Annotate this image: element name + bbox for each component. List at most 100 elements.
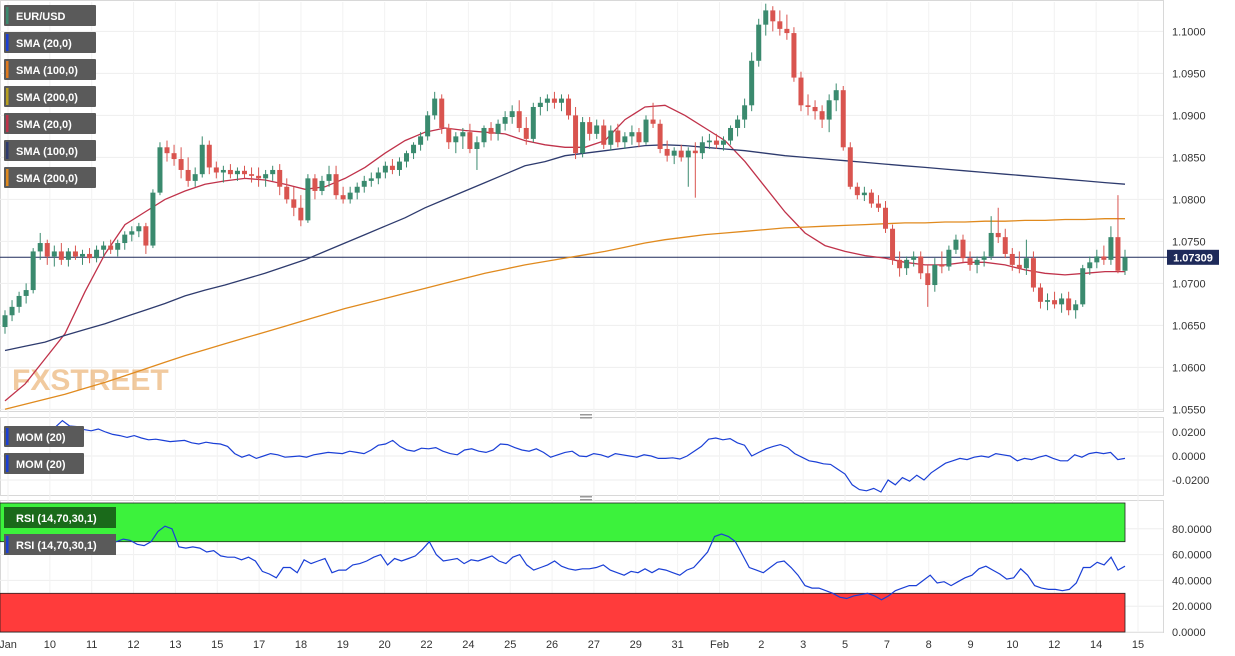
candle-up <box>481 127 487 143</box>
date-tick-label: 15 <box>1132 639 1144 651</box>
date-tick-label: 8 <box>926 639 932 651</box>
legend-main-box[interactable] <box>4 113 96 134</box>
legend-main-box[interactable] <box>4 86 96 107</box>
legend-main-color-swatch <box>6 7 9 24</box>
price-tick-label: 1.0750 <box>1172 236 1206 248</box>
date-tick-label: 18 <box>295 639 307 651</box>
candle-down <box>995 232 1001 238</box>
candle-down <box>805 105 811 107</box>
candle-up <box>30 251 36 291</box>
candle-up <box>9 306 15 316</box>
date-tick-label: 26 <box>546 639 558 651</box>
candle-down <box>164 147 170 154</box>
candle-up <box>537 102 543 107</box>
candle-up <box>305 178 311 221</box>
legend-main-box[interactable] <box>4 32 96 53</box>
legend-rsi-box[interactable] <box>4 534 116 555</box>
legend-rsi-label: RSI (14,70,30,1) <box>16 513 97 525</box>
candle-up <box>361 180 367 187</box>
candle-up <box>756 24 762 61</box>
candle-up <box>51 251 57 257</box>
date-tick-label: 14 <box>1090 639 1102 651</box>
candle-down <box>615 130 621 143</box>
candle-up <box>2 315 8 328</box>
candle-down <box>1016 264 1022 269</box>
candle-up <box>558 98 564 103</box>
legend-main-color-swatch <box>6 61 9 78</box>
candle-down <box>108 245 114 250</box>
legend-rsi-label: RSI (14,70,30,1) <box>16 540 97 552</box>
date-tick-label: 22 <box>420 639 432 651</box>
legend-main-box[interactable] <box>4 59 96 80</box>
candle-up <box>220 169 226 173</box>
legend-main-label: SMA (20,0) <box>16 119 72 131</box>
candle-down <box>256 175 262 179</box>
legend-main-box[interactable] <box>4 140 96 161</box>
candle-down <box>206 144 212 168</box>
legend-rsi-box[interactable] <box>4 507 116 528</box>
legend-main-color-swatch <box>6 115 9 132</box>
legend-mom-label: MOM (20) <box>16 432 66 444</box>
legend-mom-color-swatch <box>6 428 9 445</box>
sma-line <box>4 218 1125 410</box>
candle-up <box>1108 237 1114 260</box>
candle-down <box>847 147 853 187</box>
rsi-oversold-zone <box>0 592 1126 633</box>
candle-up <box>953 239 959 250</box>
legend-main-color-swatch <box>6 34 9 51</box>
legend-mom-box[interactable] <box>4 426 84 447</box>
momentum-line <box>4 419 1126 493</box>
candle-up <box>404 153 410 162</box>
candle-up <box>826 100 832 120</box>
candle-up <box>1122 257 1128 271</box>
candle-up <box>509 111 515 118</box>
date-tick-label: 25 <box>504 639 516 651</box>
candle-up <box>608 130 614 145</box>
candle-down <box>1002 237 1008 254</box>
candle-down <box>178 159 184 170</box>
pane-splitter <box>580 499 592 501</box>
candle-up <box>234 170 240 175</box>
candle-down <box>467 132 473 149</box>
candle-up <box>735 119 741 128</box>
candle-down <box>798 77 804 106</box>
rsi-overbought-zone <box>0 502 1126 543</box>
legend-main-label: EUR/USD <box>16 11 66 23</box>
candle-up <box>23 290 29 296</box>
candle-down <box>277 169 283 187</box>
legend-main-box[interactable] <box>4 167 96 188</box>
candle-down <box>713 140 719 145</box>
candle-up <box>460 132 466 137</box>
candle-down <box>1009 253 1015 265</box>
legend-main-label: SMA (100,0) <box>16 146 78 158</box>
current-price-tag <box>1167 249 1219 265</box>
candle-down <box>340 195 346 200</box>
candle-up <box>263 174 269 179</box>
date-tick-label: 3 <box>800 639 806 651</box>
legend-main-box[interactable] <box>4 5 96 26</box>
candle-up <box>150 192 156 246</box>
candle-up <box>622 136 628 143</box>
candle-down <box>312 178 318 191</box>
candle-up <box>720 140 726 145</box>
legend-mom-color-swatch <box>6 455 9 472</box>
date-tick-label: 11 <box>86 639 97 651</box>
legend-mom-box[interactable] <box>4 453 84 474</box>
candle-down <box>551 98 557 103</box>
candle-up <box>1059 298 1065 305</box>
candle-up <box>629 132 635 137</box>
candle-down <box>227 169 233 175</box>
candle-down <box>939 264 945 267</box>
candle-down <box>868 192 874 204</box>
price-tick-label: 1.0900 <box>1172 110 1206 122</box>
rsi-line <box>4 525 1126 601</box>
legend-mom-label: MOM (20) <box>16 459 66 471</box>
legend-main-label: SMA (20,0) <box>16 38 72 50</box>
date-tick-label: 15 <box>211 639 223 651</box>
legend-main-color-swatch <box>6 88 9 105</box>
candle-up <box>319 180 325 191</box>
sma-line <box>4 144 1126 352</box>
date-tick-label: 20 <box>379 639 391 651</box>
candle-down <box>291 199 297 208</box>
